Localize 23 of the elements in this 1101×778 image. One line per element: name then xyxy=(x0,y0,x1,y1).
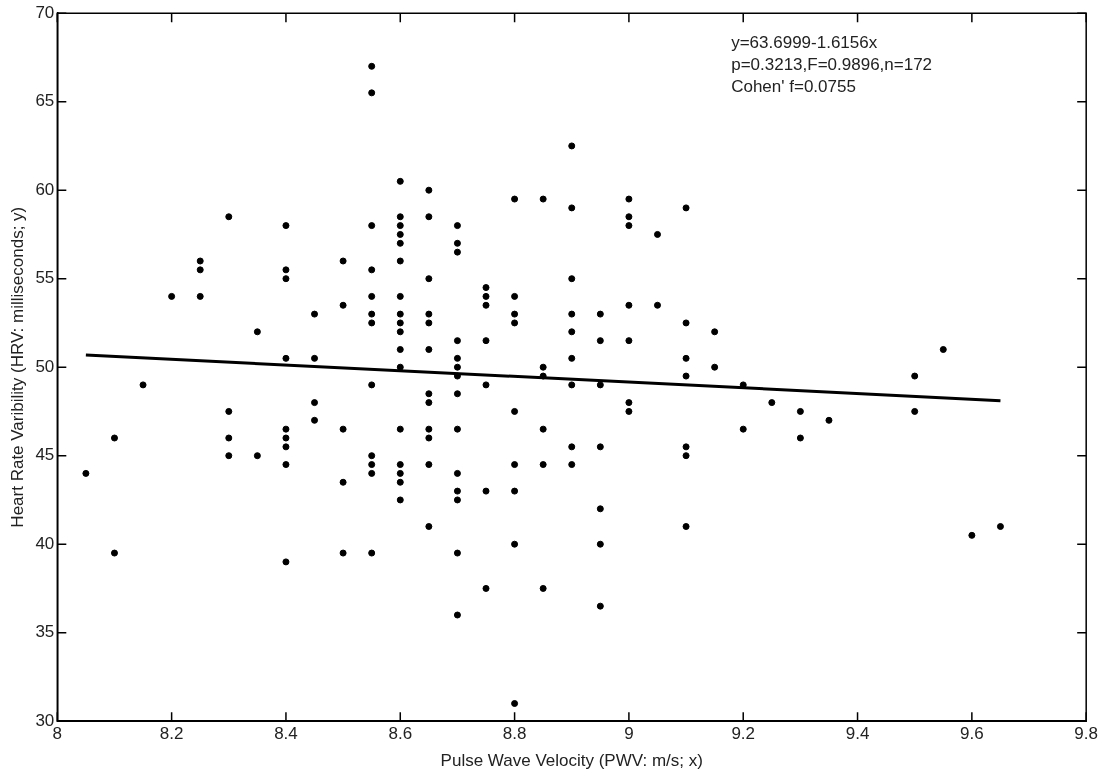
y-tick-label: 60 xyxy=(35,179,55,199)
y-tick-label: 35 xyxy=(35,622,55,642)
x-tick-label: 8 xyxy=(52,724,63,744)
x-tick-label: 8.6 xyxy=(388,724,413,744)
y-tick-label: 45 xyxy=(35,445,55,465)
y-tick-label: 65 xyxy=(35,91,55,111)
y-axis-title: Heart Rate Varibility (HRV: milliseconds; y) xyxy=(7,206,27,528)
x-tick-label: 9.4 xyxy=(845,724,870,744)
annotation: y=63.6999-1.6156x xyxy=(731,33,878,53)
y-tick-label: 55 xyxy=(35,268,55,288)
annotation: p=0.3213,F=0.9896,n=172 xyxy=(731,55,933,75)
x-axis-title: Pulse Wave Velocity (PWV: m/s; x) xyxy=(440,751,703,771)
x-tick-label: 8.2 xyxy=(159,724,184,744)
x-tick-label: 9.8 xyxy=(1074,724,1098,744)
y-tick-label: 50 xyxy=(35,356,55,376)
y-tick-label: 70 xyxy=(35,2,55,22)
annotation: Cohen' f=0.0755 xyxy=(731,77,856,97)
x-tick-label: 9.6 xyxy=(960,724,984,744)
x-tick-label: 8.4 xyxy=(274,724,298,744)
x-tick-label: 8.8 xyxy=(502,724,527,744)
y-tick-label: 40 xyxy=(35,533,55,553)
x-tick-label: 9 xyxy=(624,724,634,744)
x-tick-label: 9.2 xyxy=(731,724,756,744)
